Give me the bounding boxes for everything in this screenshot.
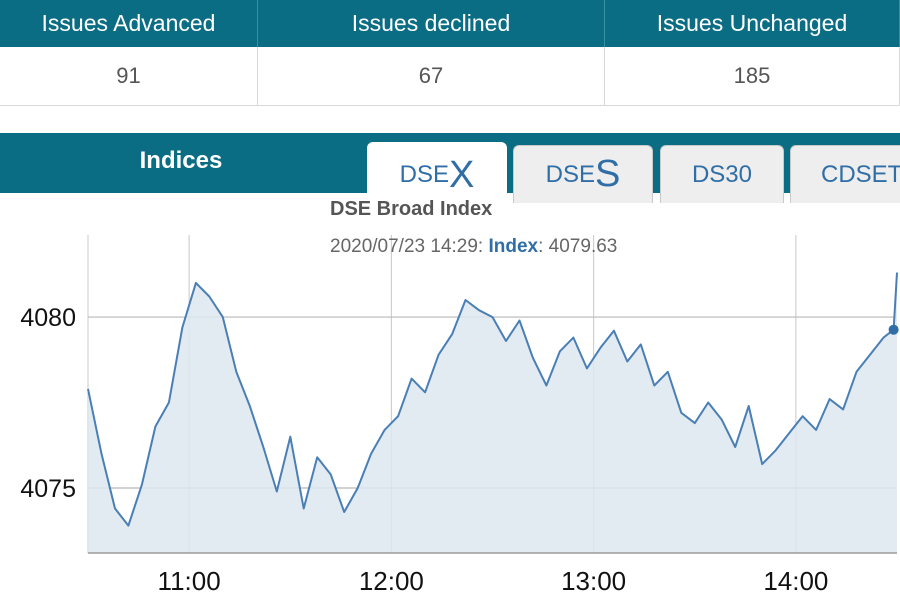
x-tick-label: 12:00 bbox=[359, 566, 424, 596]
header-issues-declined: Issues declined bbox=[258, 0, 605, 47]
x-tick-label: 14:00 bbox=[763, 566, 828, 596]
header-issues-unchanged: Issues Unchanged bbox=[605, 0, 900, 47]
x-tick-label: 13:00 bbox=[561, 566, 626, 596]
tab-ds30[interactable]: DS30 bbox=[660, 145, 784, 203]
tab-dsex-prefix: DSE bbox=[399, 161, 449, 188]
tooltip-label: Index bbox=[488, 236, 539, 257]
value-issues-advanced: 91 bbox=[0, 47, 258, 105]
value-issues-declined: 67 bbox=[258, 47, 605, 105]
stats-value-row: 91 67 185 bbox=[0, 47, 900, 106]
y-tick-label: 4080 bbox=[20, 304, 76, 332]
tab-cdset[interactable]: CDSET bbox=[790, 145, 900, 203]
tab-dses[interactable]: DSE S bbox=[513, 145, 653, 203]
tab-dses-letter: S bbox=[595, 153, 621, 195]
hover-point-marker[interactable] bbox=[888, 324, 899, 335]
index-area-fill bbox=[88, 272, 897, 553]
tab-dsex-letter: X bbox=[449, 153, 475, 196]
tooltip-value: 4079.63 bbox=[548, 236, 618, 257]
tab-ds30-label: DS30 bbox=[691, 160, 753, 188]
market-stats-table: Issues Advanced Issues declined Issues U… bbox=[0, 0, 900, 106]
header-issues-advanced: Issues Advanced bbox=[0, 0, 258, 47]
stats-header-row: Issues Advanced Issues declined Issues U… bbox=[0, 0, 900, 47]
tick-layer: 11:00 12:00 13:00 14:00 4075 4080 bbox=[20, 304, 828, 596]
tab-cdset-label: CDSET bbox=[821, 160, 900, 188]
hover-tooltip: 2020/07/23 14:29: Index: 4079.63 bbox=[330, 236, 617, 258]
tab-dsex[interactable]: DSE X bbox=[367, 142, 507, 208]
tooltip-colon: : bbox=[538, 236, 544, 257]
tooltip-datetime: 2020/07/23 14:29: bbox=[330, 236, 484, 257]
x-tick-label: 11:00 bbox=[158, 566, 221, 596]
indices-label: Indices bbox=[139, 147, 223, 174]
y-tick-label: 4075 bbox=[20, 475, 76, 503]
tab-dses-prefix: DSE bbox=[545, 160, 595, 188]
index-series-line bbox=[87, 272, 898, 527]
chart-title: DSE Broad Index bbox=[330, 198, 493, 220]
